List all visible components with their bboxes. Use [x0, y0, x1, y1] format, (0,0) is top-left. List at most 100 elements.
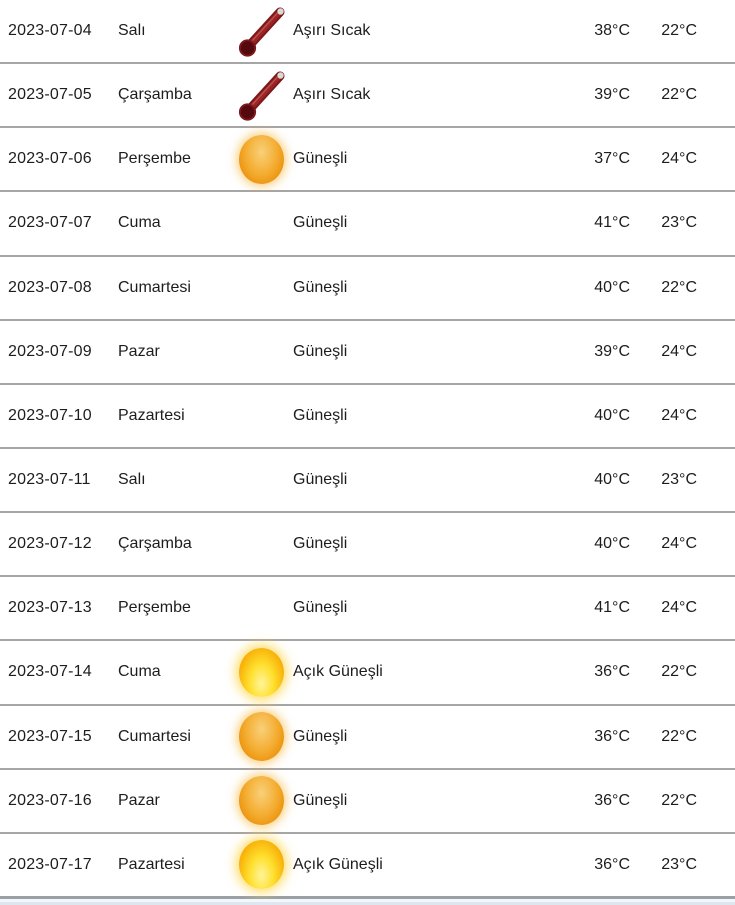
condition-cell: Güneşli [293, 278, 348, 296]
weather-icon-box [230, 513, 293, 575]
table-row: 2023-07-17 Pazartesi Açık Güneşli 36°C 2… [0, 833, 735, 899]
bottom-strip-light [0, 899, 735, 902]
high-temp-cell: 40°C [594, 535, 630, 553]
date-cell: 2023-07-06 [8, 150, 92, 168]
high-temp-cell: 36°C [594, 727, 630, 745]
day-cell: Pazar [118, 342, 160, 360]
low-temp-cell: 24°C [661, 150, 697, 168]
weather-icon-box [230, 641, 293, 703]
day-cell: Çarşamba [118, 86, 192, 104]
condition-cell: Güneşli [293, 727, 348, 745]
table-row: 2023-07-14 Cuma Açık Güneşli 36°C 22°C [0, 641, 735, 706]
weather-icon-box [230, 257, 293, 319]
high-temp-cell: 39°C [594, 342, 630, 360]
weather-icon-box [230, 321, 293, 383]
low-temp-cell: 23°C [661, 855, 697, 873]
high-temp-cell: 40°C [594, 406, 630, 424]
table-row: 2023-07-09 Pazar Güneşli 39°C 24°C [0, 320, 735, 385]
table-row: 2023-07-08 Cumartesi Güneşli 40°C 22°C [0, 256, 735, 321]
day-cell: Perşembe [118, 150, 191, 168]
low-temp-cell: 22°C [661, 663, 697, 681]
high-temp-cell: 38°C [594, 22, 630, 40]
date-cell: 2023-07-05 [8, 86, 92, 104]
table-row: 2023-07-07 Cuma Güneşli 41°C 23°C [0, 192, 735, 257]
table-row: 2023-07-05 Çarşamba Aşırı Sıcak 39°C 22°… [0, 64, 735, 129]
date-cell: 2023-07-10 [8, 406, 92, 424]
table-row: 2023-07-10 Pazartesi Güneşli 40°C 24°C [0, 384, 735, 449]
weather-icon-box [230, 706, 293, 768]
date-cell: 2023-07-16 [8, 791, 92, 809]
high-temp-cell: 37°C [594, 150, 630, 168]
condition-cell: Güneşli [293, 406, 348, 424]
low-temp-cell: 22°C [661, 22, 697, 40]
table-row: 2023-07-15 Cumartesi Güneşli 36°C 22°C [0, 705, 735, 770]
high-temp-cell: 39°C [594, 86, 630, 104]
table-row: 2023-07-06 Perşembe Güneşli 37°C 24°C [0, 128, 735, 193]
date-cell: 2023-07-08 [8, 278, 92, 296]
condition-cell: Aşırı Sıcak [293, 22, 371, 40]
table-row: 2023-07-04 Salı Aşırı Sıcak 38°C 22°C [0, 0, 735, 65]
sun-icon [239, 134, 284, 184]
bottom-strip-blue [0, 902, 735, 905]
high-temp-cell: 40°C [594, 471, 630, 489]
weather-icon-box [230, 192, 293, 254]
high-temp-cell: 41°C [594, 599, 630, 617]
condition-cell: Güneşli [293, 150, 348, 168]
bright-sun-icon [239, 840, 284, 890]
low-temp-cell: 23°C [661, 214, 697, 232]
low-temp-cell: 24°C [661, 535, 697, 553]
weather-icon-box [230, 770, 293, 832]
day-cell: Pazartesi [118, 406, 185, 424]
day-cell: Salı [118, 22, 146, 40]
day-cell: Pazar [118, 791, 160, 809]
condition-cell: Açık Güneşli [293, 855, 383, 873]
weather-icon-box [230, 64, 293, 126]
weather-icon-box [230, 128, 293, 190]
thermometer-icon [238, 71, 284, 121]
date-cell: 2023-07-04 [8, 22, 92, 40]
weather-icon-box [230, 449, 293, 511]
low-temp-cell: 22°C [661, 278, 697, 296]
low-temp-cell: 23°C [661, 471, 697, 489]
sun-icon [239, 776, 284, 826]
day-cell: Pazartesi [118, 855, 185, 873]
day-cell: Cuma [118, 214, 161, 232]
condition-cell: Güneşli [293, 599, 348, 617]
date-cell: 2023-07-09 [8, 342, 92, 360]
condition-cell: Güneşli [293, 342, 348, 360]
condition-cell: Güneşli [293, 214, 348, 232]
low-temp-cell: 24°C [661, 406, 697, 424]
condition-cell: Açık Güneşli [293, 663, 383, 681]
low-temp-cell: 22°C [661, 86, 697, 104]
table-row: 2023-07-16 Pazar Güneşli 36°C 22°C [0, 769, 735, 834]
high-temp-cell: 36°C [594, 855, 630, 873]
high-temp-cell: 40°C [594, 278, 630, 296]
weather-icon-box [230, 577, 293, 639]
condition-cell: Aşırı Sıcak [293, 86, 371, 104]
date-cell: 2023-07-13 [8, 599, 92, 617]
weather-icon-box [230, 385, 293, 447]
table-row: 2023-07-13 Perşembe Güneşli 41°C 24°C [0, 577, 735, 642]
condition-cell: Güneşli [293, 471, 348, 489]
high-temp-cell: 36°C [594, 791, 630, 809]
table-row: 2023-07-12 Çarşamba Güneşli 40°C 24°C [0, 513, 735, 578]
date-cell: 2023-07-12 [8, 535, 92, 553]
table-row: 2023-07-11 Salı Güneşli 40°C 23°C [0, 448, 735, 514]
date-cell: 2023-07-11 [8, 471, 91, 489]
high-temp-cell: 41°C [594, 214, 630, 232]
condition-cell: Güneşli [293, 535, 348, 553]
bright-sun-icon [239, 647, 284, 697]
date-cell: 2023-07-17 [8, 855, 92, 873]
sun-icon [239, 712, 284, 762]
low-temp-cell: 22°C [661, 791, 697, 809]
low-temp-cell: 24°C [661, 599, 697, 617]
date-cell: 2023-07-07 [8, 214, 92, 232]
thermometer-icon [238, 7, 284, 57]
day-cell: Cumartesi [118, 278, 191, 296]
day-cell: Çarşamba [118, 535, 192, 553]
day-cell: Perşembe [118, 599, 191, 617]
high-temp-cell: 36°C [594, 663, 630, 681]
weather-icon-box [230, 0, 293, 62]
